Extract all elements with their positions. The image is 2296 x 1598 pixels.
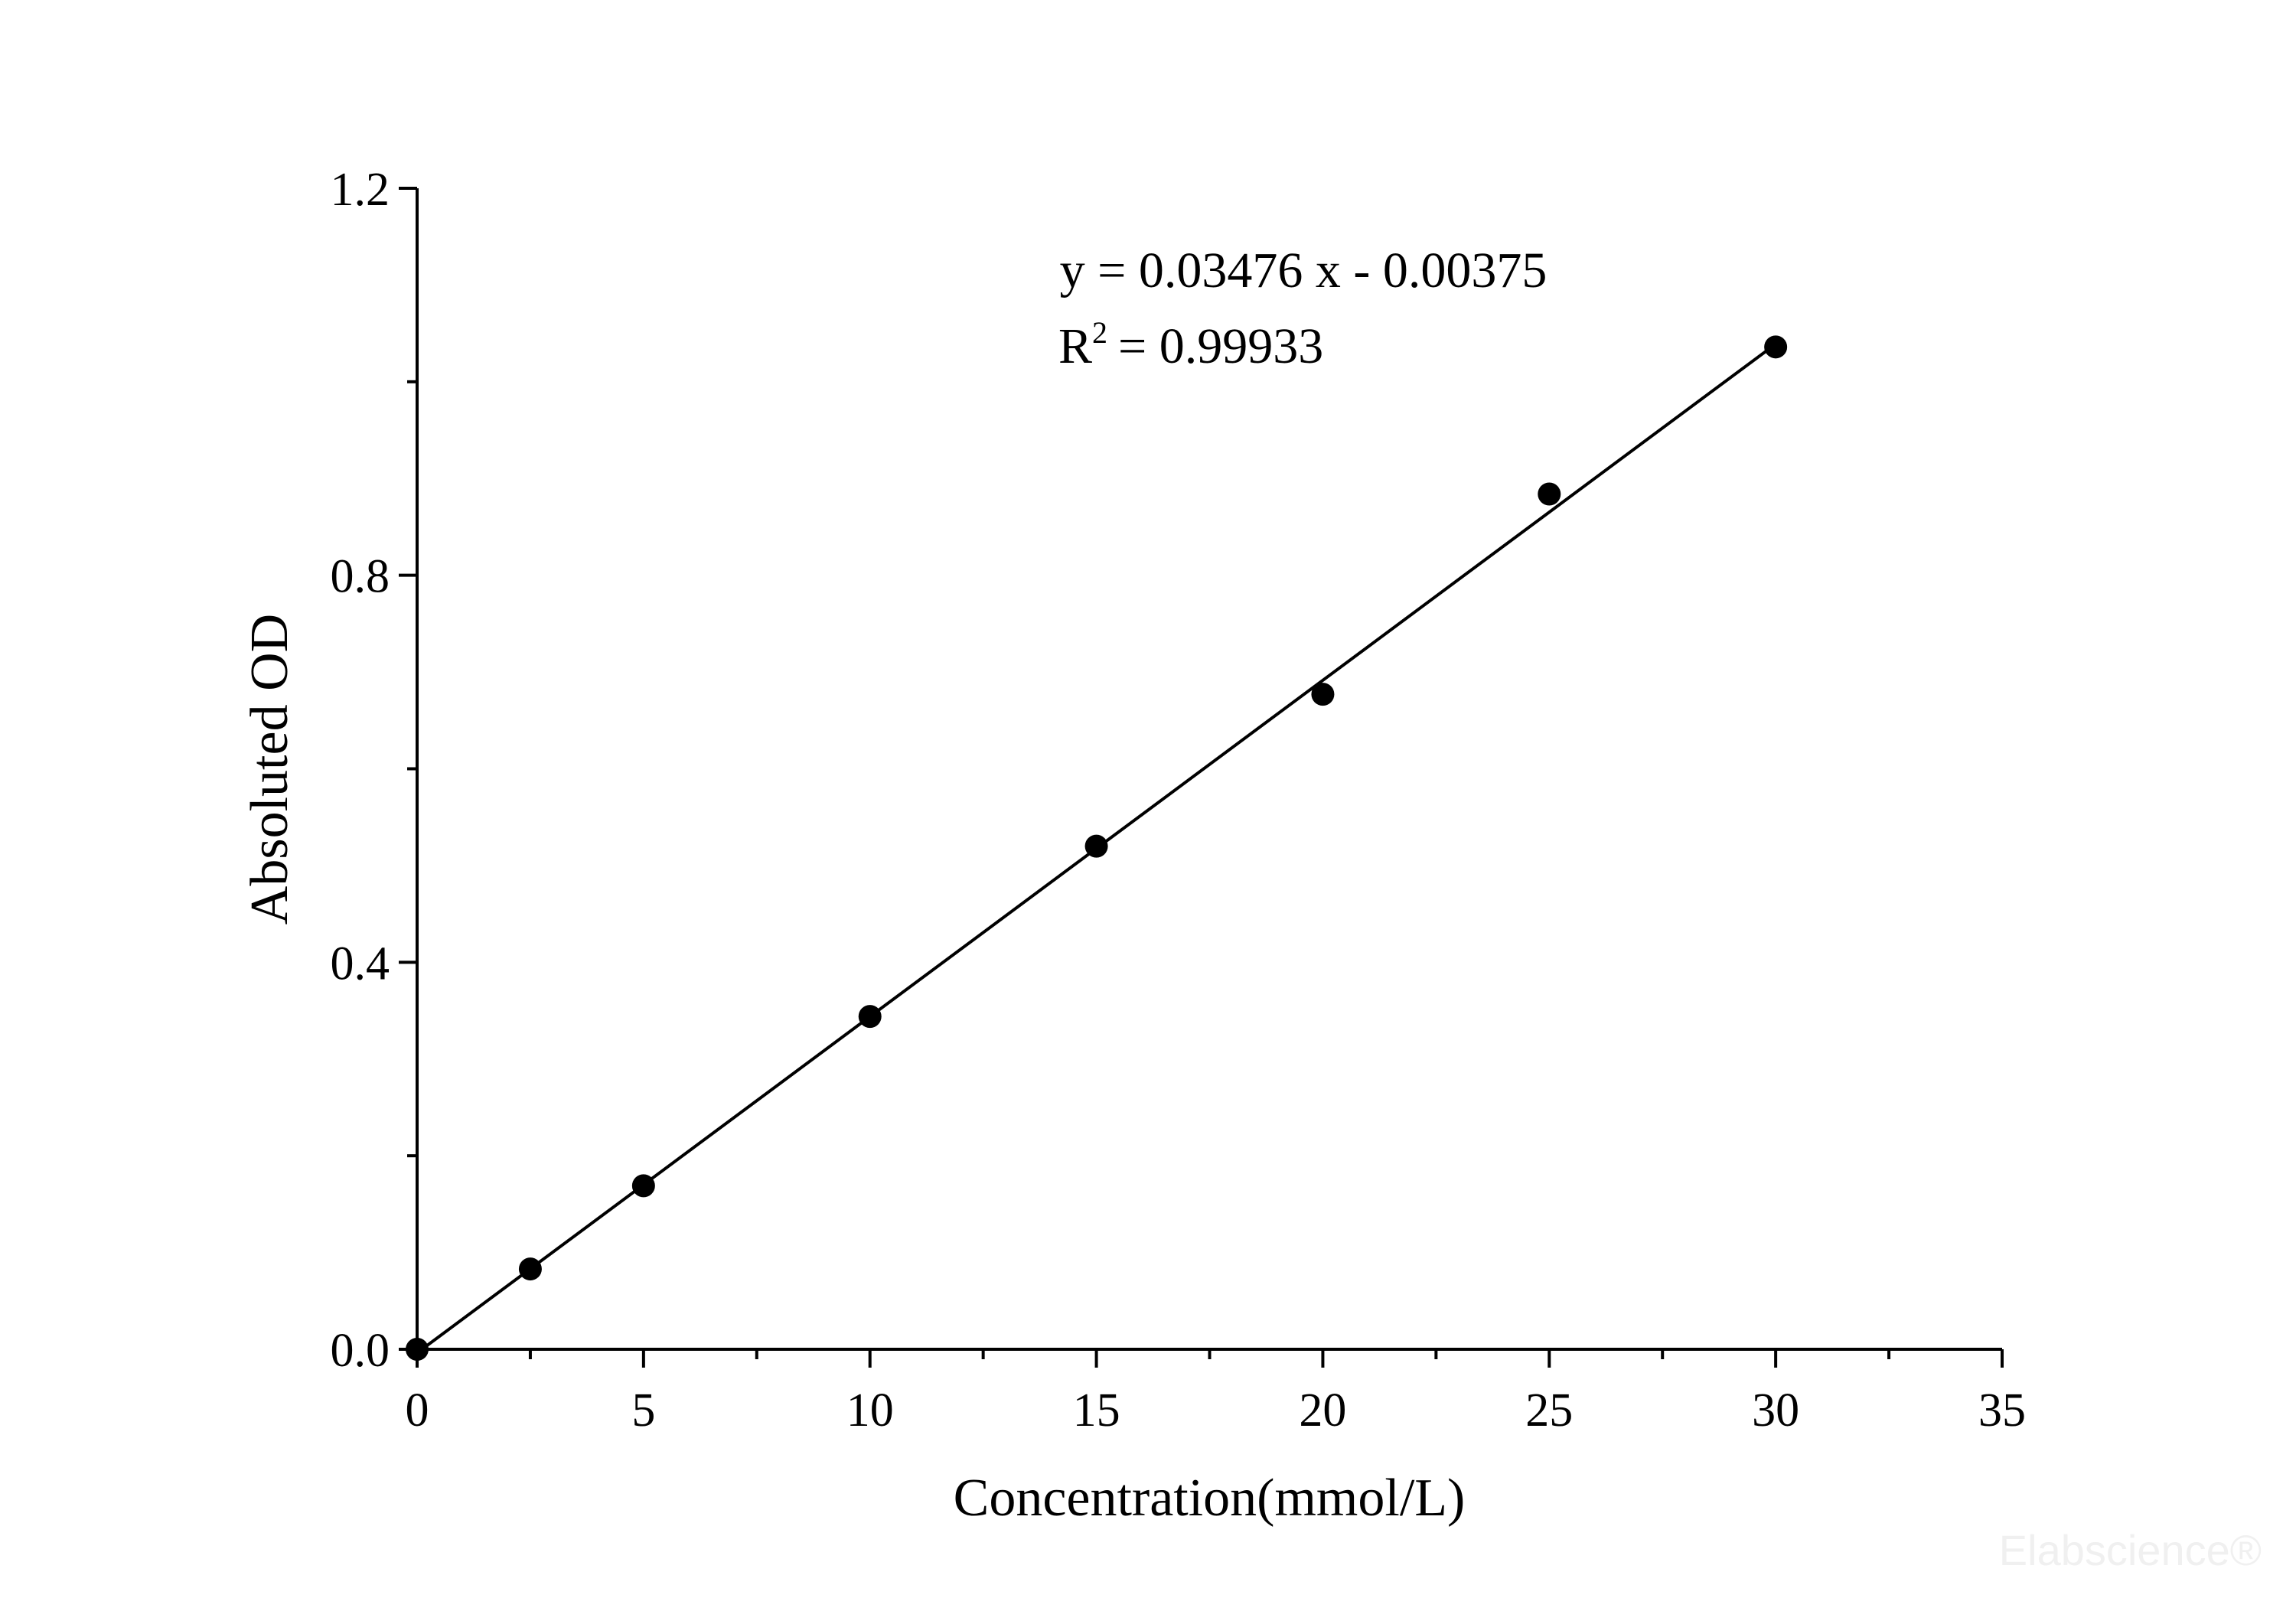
- equation: y = 0.03476 x - 0.00375: [1060, 243, 1548, 298]
- x-tick-label: 0: [406, 1384, 429, 1437]
- x-tick-label: 15: [1073, 1384, 1120, 1437]
- data-point: [406, 1338, 429, 1361]
- data-point: [858, 1005, 882, 1029]
- data-point: [518, 1257, 542, 1281]
- data-point: [1538, 482, 1561, 506]
- x-tick-label: 35: [1978, 1384, 2026, 1437]
- r-squared: R2 = 0.99933: [1058, 315, 1323, 374]
- y-axis-title: Absoluted OD: [240, 614, 299, 925]
- data-point: [1084, 834, 1108, 858]
- y-tick-label: 0.8: [331, 551, 390, 603]
- r2-sup: 2: [1092, 315, 1107, 350]
- x-tick-label: 20: [1299, 1384, 1346, 1437]
- y-tick-label: 1.2: [331, 164, 390, 216]
- x-tick-label: 25: [1525, 1384, 1573, 1437]
- watermark: Elabscience®: [1999, 1526, 2262, 1574]
- r2-rest: = 0.99933: [1118, 318, 1323, 374]
- data-point: [1764, 335, 1788, 359]
- data-point: [1311, 683, 1335, 706]
- x-tick-label: 5: [631, 1384, 655, 1437]
- r2-base: R: [1058, 318, 1092, 374]
- x-tick-label: 10: [846, 1384, 894, 1437]
- x-axis-title: Concentration(mmol/L): [954, 1469, 1466, 1528]
- y-tick-label: 0.4: [331, 938, 390, 990]
- data-point: [631, 1174, 655, 1198]
- x-tick-label: 30: [1752, 1384, 1799, 1437]
- y-tick-label: 0.0: [331, 1325, 390, 1377]
